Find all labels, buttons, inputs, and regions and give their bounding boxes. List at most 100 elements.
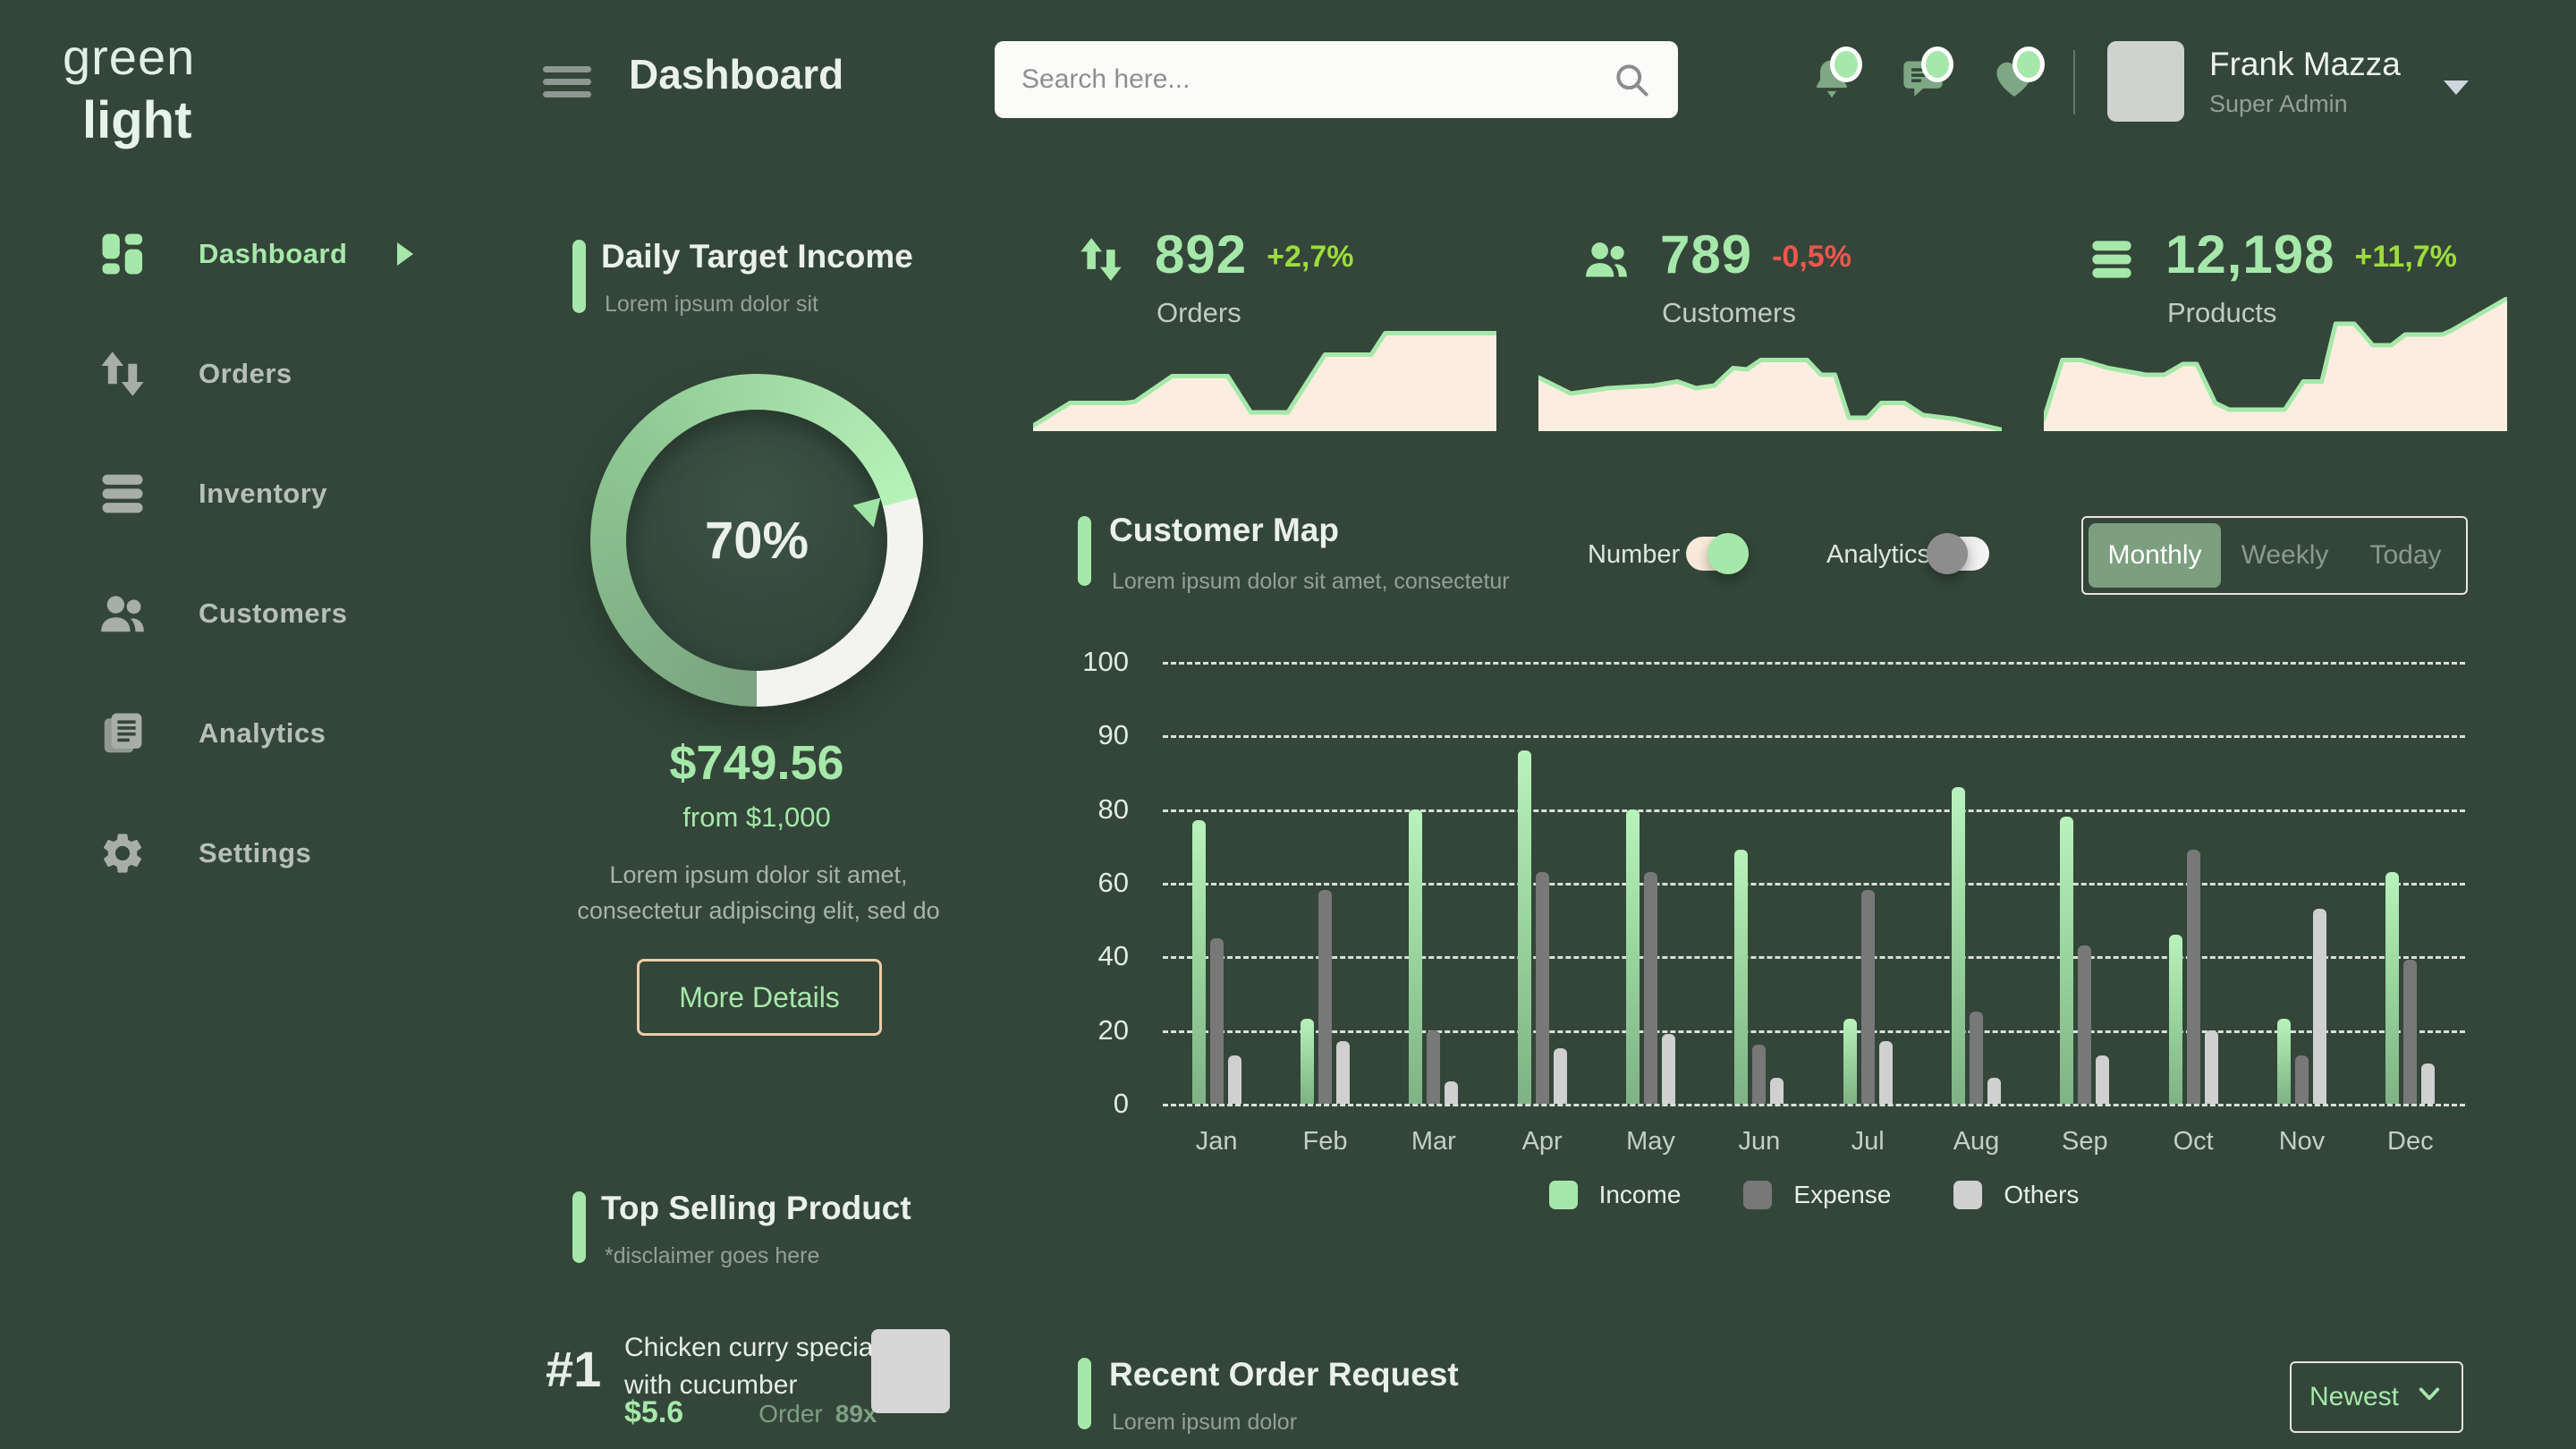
- bar-group-aug: Aug: [1952, 662, 2001, 1156]
- bar-nov-expense: [2295, 1055, 2309, 1104]
- legend-label: Expense: [1793, 1181, 1892, 1208]
- bar-group-jun: Jun: [1734, 662, 1784, 1156]
- tab-monthly[interactable]: Monthly: [2089, 523, 2221, 588]
- chart-y-axis: 100 90 80 60 40 20 0: [1020, 646, 1129, 1119]
- product-price-row: $5.6 Order 89x: [624, 1395, 877, 1430]
- notification-badge: [1921, 47, 1953, 82]
- sort-dropdown-label: Newest: [2309, 1382, 2400, 1411]
- stat-value-row: 12,198 +11,7%: [2165, 225, 2457, 284]
- bar-group-apr: Apr: [1517, 662, 1567, 1156]
- x-tick-oct: Oct: [2173, 1127, 2214, 1156]
- bar-apr-expense: [1535, 872, 1549, 1104]
- bar-group-oct: Oct: [2168, 662, 2218, 1156]
- stat-label: Orders: [1157, 297, 1241, 328]
- chat-icon[interactable]: [1900, 47, 1953, 102]
- bar-jan-expense: [1209, 938, 1224, 1104]
- tab-today[interactable]: Today: [2369, 540, 2442, 570]
- sidebar-item-inventory[interactable]: Inventory: [98, 464, 413, 523]
- product-image-placeholder: [871, 1329, 950, 1413]
- bar-feb-others: [1336, 1041, 1350, 1104]
- x-tick-jan: Jan: [1195, 1127, 1238, 1156]
- search-input[interactable]: [995, 64, 1612, 95]
- y-tick-100: 100: [1082, 646, 1129, 677]
- bar-group-jan: Jan: [1191, 662, 1241, 1156]
- sidebar-item-orders[interactable]: Orders: [98, 344, 413, 403]
- description-line-2: consectetur adipiscing elit, sed do: [577, 897, 940, 924]
- legend-swatch: [1548, 1181, 1578, 1209]
- notification-badge: [1830, 47, 1862, 82]
- sidebar-item-label: Dashboard: [199, 238, 348, 269]
- header-divider: [2073, 50, 2075, 114]
- brand-line2: light: [82, 91, 192, 149]
- gridline-60: [1163, 883, 2465, 886]
- user-name: Frank Mazza: [2209, 45, 2401, 82]
- bar-oct-others: [2204, 1030, 2218, 1104]
- x-tick-may: May: [1626, 1127, 1675, 1156]
- bar-apr-income: [1517, 750, 1531, 1104]
- gridline-90: [1163, 735, 2465, 739]
- more-details-button[interactable]: More Details: [637, 959, 882, 1036]
- bar-dec-others: [2421, 1063, 2436, 1104]
- chevron-down-icon[interactable]: [2443, 80, 2469, 95]
- heart-icon[interactable]: [1991, 47, 2045, 102]
- sidebar: Dashboard Orders Inventory Customers Analyti…: [98, 225, 413, 944]
- legend-item-others: Others: [1953, 1181, 2079, 1209]
- gear-icon: [98, 829, 147, 877]
- bar-group-feb: Feb: [1301, 662, 1350, 1156]
- stat-products: 12,198 +11,7% Products: [2044, 224, 2507, 438]
- bell-icon[interactable]: [1809, 47, 1862, 102]
- legend-swatch: [1743, 1181, 1773, 1209]
- products-stat-icon: [2089, 236, 2135, 283]
- tab-weekly[interactable]: Weekly: [2241, 540, 2329, 570]
- daily-target-progress-ring: 70%: [590, 374, 923, 707]
- gridline-100: [1163, 662, 2465, 665]
- stat-value-row: 789 -0,5%: [1660, 225, 1852, 284]
- sidebar-item-analytics[interactable]: Analytics: [98, 704, 413, 763]
- sidebar-item-customers[interactable]: Customers: [98, 584, 413, 643]
- daily-target-title: Daily Target Income: [601, 238, 913, 275]
- legend-item-expense: Expense: [1743, 1181, 1891, 1209]
- stat-value-row: 892 +2,7%: [1155, 225, 1353, 284]
- bar-jan-others: [1227, 1055, 1241, 1104]
- legend-item-income: Income: [1548, 1181, 1681, 1209]
- progress-ring-center: [626, 410, 887, 671]
- y-tick-60: 60: [1097, 867, 1129, 898]
- bar-sep-expense: [2078, 945, 2092, 1104]
- gridline-80: [1163, 809, 2465, 812]
- bar-jun-expense: [1752, 1045, 1767, 1104]
- bar-may-income: [1626, 809, 1640, 1104]
- recent-orders-title: Recent Order Request: [1109, 1356, 1459, 1393]
- top-selling-title: Top Selling Product: [601, 1190, 911, 1226]
- x-tick-sep: Sep: [2062, 1127, 2108, 1156]
- avatar[interactable]: [2107, 41, 2184, 122]
- toggle-knob: [1707, 533, 1749, 574]
- menu-icon[interactable]: [543, 66, 591, 98]
- bar-apr-others: [1553, 1048, 1567, 1104]
- bar-jul-others: [1878, 1041, 1893, 1104]
- bar-feb-expense: [1318, 890, 1332, 1104]
- daily-target-amount: $749.56: [669, 736, 844, 790]
- number-toggle[interactable]: [1686, 533, 1749, 574]
- x-tick-jun: Jun: [1738, 1127, 1781, 1156]
- search-icon[interactable]: [1612, 60, 1651, 99]
- analytics-toggle[interactable]: [1927, 533, 1989, 574]
- people-icon: [98, 589, 147, 638]
- sidebar-item-dashboard[interactable]: Dashboard: [98, 225, 413, 284]
- customer-map-subtitle: Lorem ipsum dolor sit amet, consectetur: [1112, 569, 1510, 594]
- daily-target-description: Lorem ipsum dolor sit amet, consectetur …: [544, 857, 973, 928]
- sort-dropdown[interactable]: Newest: [2290, 1361, 2463, 1433]
- bar-group-nov: Nov: [2277, 662, 2326, 1156]
- user-profile[interactable]: Frank Mazza Super Admin: [2107, 41, 2469, 122]
- bar-feb-income: [1301, 1019, 1314, 1104]
- customer-map-accent-bar: [1078, 516, 1091, 586]
- product-price: $5.6: [624, 1395, 684, 1429]
- product-order-count: 89x: [835, 1400, 877, 1428]
- notification-badge: [2012, 47, 2045, 82]
- sidebar-item-settings[interactable]: Settings: [98, 824, 413, 883]
- bar-may-expense: [1644, 872, 1657, 1104]
- y-tick-0: 0: [1113, 1088, 1129, 1119]
- stat-delta: -0,5%: [1772, 240, 1852, 274]
- brand-logo: green light: [63, 32, 195, 147]
- sidebar-item-label: Inventory: [199, 478, 328, 509]
